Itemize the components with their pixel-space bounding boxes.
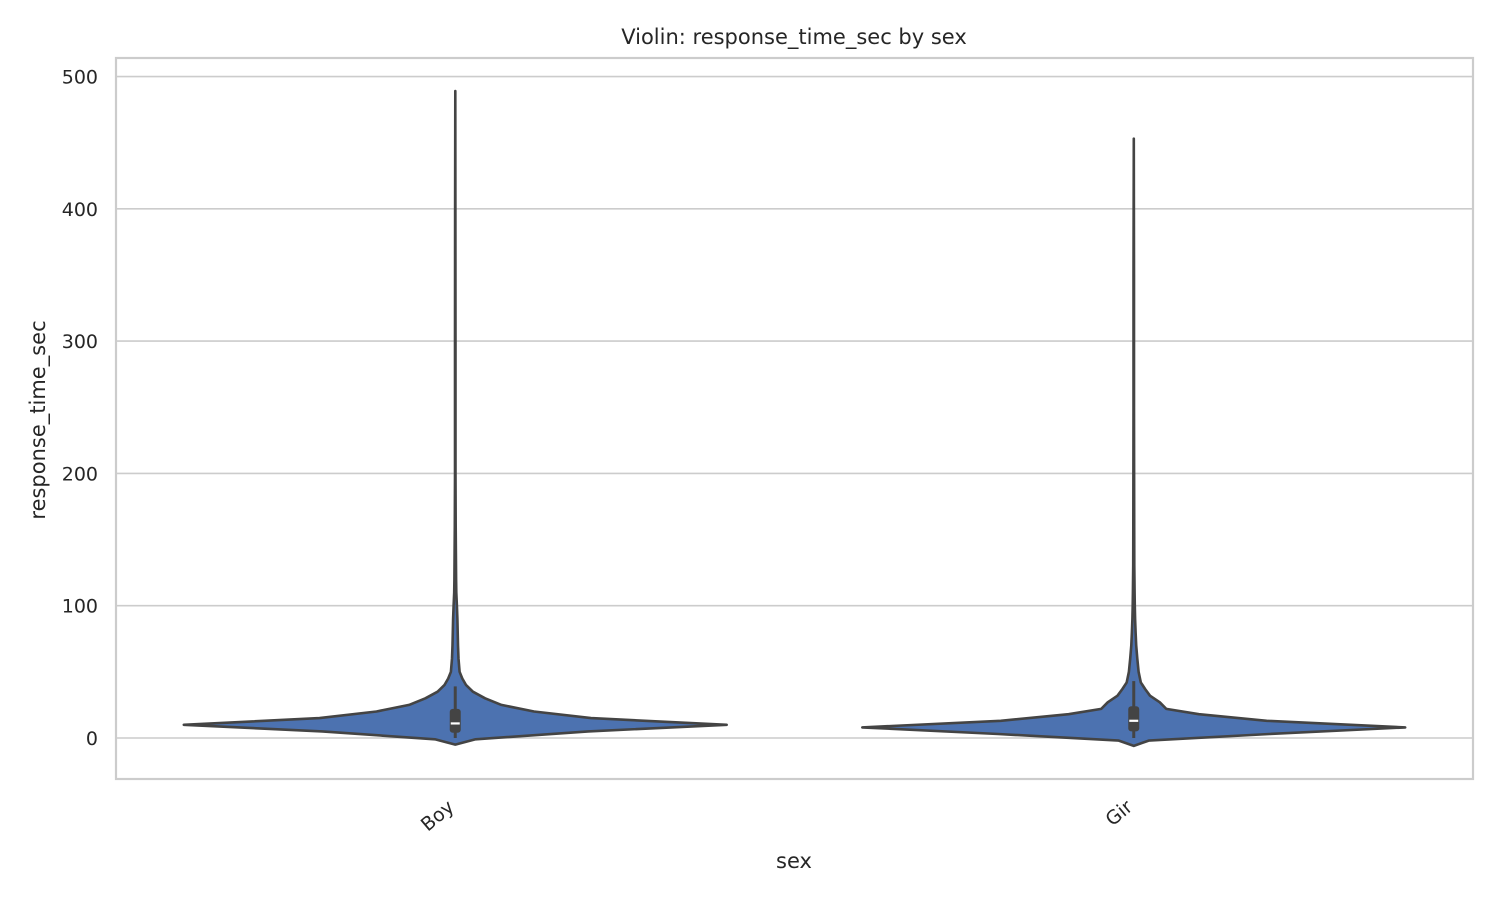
y-tick-label: 500 xyxy=(62,67,98,89)
violin-body xyxy=(182,89,728,746)
y-axis-label: response_time_sec xyxy=(26,320,51,519)
y-tick-labels: 0 100 200 300 400 500 xyxy=(62,67,98,750)
x-axis-label: sex xyxy=(776,849,812,873)
plot-frame xyxy=(114,56,1475,781)
x-tick-label: Gir xyxy=(1102,796,1138,831)
x-tick-label: Boy xyxy=(417,796,459,836)
gridlines xyxy=(116,75,1473,739)
y-tick-label: 400 xyxy=(62,199,98,221)
violin-iqr-box xyxy=(449,708,461,733)
x-tick-labels: Boy Gir xyxy=(417,796,1137,836)
violin-body xyxy=(861,137,1407,748)
chart-title: Violin: response_time_sec by sex xyxy=(621,25,967,50)
y-tick-label: 100 xyxy=(62,596,98,618)
y-tick-label: 200 xyxy=(62,463,98,485)
y-tick-label: 300 xyxy=(62,331,98,353)
y-tick-label: 0 xyxy=(86,728,98,750)
violins xyxy=(182,89,1407,748)
violin-iqr-box xyxy=(1128,706,1140,732)
